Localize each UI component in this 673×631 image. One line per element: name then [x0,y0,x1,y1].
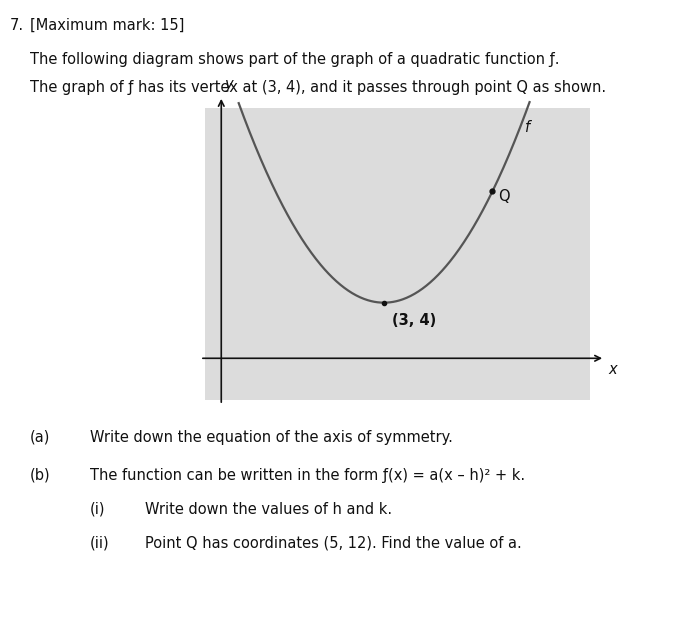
Text: y: y [224,77,233,92]
Text: (b): (b) [30,468,50,483]
Text: The function can be written in the form ƒ(x) = a(x – h)² + k.: The function can be written in the form … [90,468,525,483]
Text: [Maximum mark: 15]: [Maximum mark: 15] [30,18,184,33]
Bar [205,108,590,400]
Text: Write down the values of h and k.: Write down the values of h and k. [145,502,392,517]
Text: The graph of ƒ has its vertex at (3, 4), and it passes through point Q as shown.: The graph of ƒ has its vertex at (3, 4),… [30,80,606,95]
Text: x: x [608,362,616,377]
Text: Q: Q [499,189,510,204]
Text: (ii): (ii) [90,536,110,551]
Text: (a): (a) [30,430,50,445]
Text: (i): (i) [90,502,106,517]
Text: Write down the equation of the axis of symmetry.: Write down the equation of the axis of s… [90,430,453,445]
Text: (3, 4): (3, 4) [392,313,436,327]
Text: 7.: 7. [10,18,24,33]
Text: The following diagram shows part of the graph of a quadratic function ƒ.: The following diagram shows part of the … [30,52,559,67]
Text: Point Q has coordinates (5, 12). Find the value of a.: Point Q has coordinates (5, 12). Find th… [145,536,522,551]
Text: f: f [525,120,530,135]
